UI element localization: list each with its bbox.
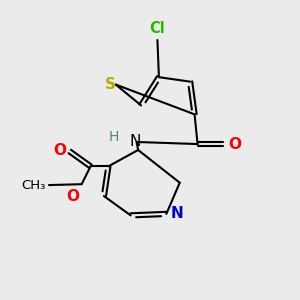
Text: O: O [53, 143, 66, 158]
Text: O: O [228, 136, 241, 152]
Text: S: S [105, 77, 116, 92]
Text: H: H [108, 130, 119, 144]
Text: N: N [170, 206, 183, 221]
Text: N: N [130, 134, 141, 149]
Text: O: O [67, 189, 80, 204]
Text: Cl: Cl [150, 21, 165, 36]
Text: CH₃: CH₃ [21, 179, 45, 192]
